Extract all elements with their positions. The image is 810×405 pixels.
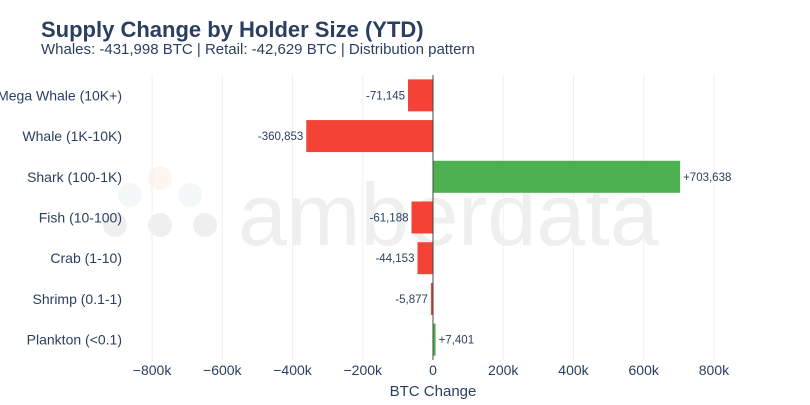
y-tick-label: Crab (1-10) — [50, 250, 122, 266]
x-tick-label: 600k — [629, 362, 660, 378]
data-label: -71,145 — [366, 90, 405, 102]
chart-subtitle: Whales: -431,998 BTC | Retail: -42,629 B… — [41, 41, 475, 58]
bar — [306, 120, 433, 153]
x-tick-label: 400k — [558, 362, 589, 378]
x-tick-label: −600k — [203, 362, 243, 378]
y-tick-label: Fish (10-100) — [39, 210, 122, 226]
data-label: -44,153 — [375, 253, 414, 265]
y-tick-label: Whale (1K-10K) — [22, 128, 122, 144]
data-label: +703,638 — [683, 172, 731, 184]
x-tick-label: 200k — [488, 362, 519, 378]
bar — [411, 201, 433, 234]
data-label: -360,853 — [258, 131, 303, 143]
data-label: -61,188 — [369, 213, 408, 225]
y-tick-label: Plankton (<0.1) — [27, 332, 122, 348]
x-tick-label: 800k — [699, 362, 730, 378]
bar — [417, 242, 433, 275]
y-tick-label: Mega Whale (10K+) — [0, 87, 122, 103]
x-tick-label: −400k — [273, 362, 313, 378]
watermark-logo — [103, 166, 217, 237]
data-label: -5,877 — [395, 294, 428, 306]
y-tick-label: Shrimp (0.1-1) — [33, 291, 122, 307]
x-tick-label: 0 — [429, 362, 437, 378]
bar — [433, 323, 436, 356]
x-tick-label: −200k — [343, 362, 383, 378]
bar — [408, 79, 433, 112]
x-tick-label: −800k — [133, 362, 173, 378]
y-tick-label: Shark (100-1K) — [27, 169, 122, 185]
chart-title: Supply Change by Holder Size (YTD) — [41, 17, 424, 42]
x-axis-title: BTC Change — [390, 383, 477, 400]
bar — [433, 160, 681, 193]
bar — [430, 282, 433, 315]
data-label: +7,401 — [439, 335, 475, 347]
